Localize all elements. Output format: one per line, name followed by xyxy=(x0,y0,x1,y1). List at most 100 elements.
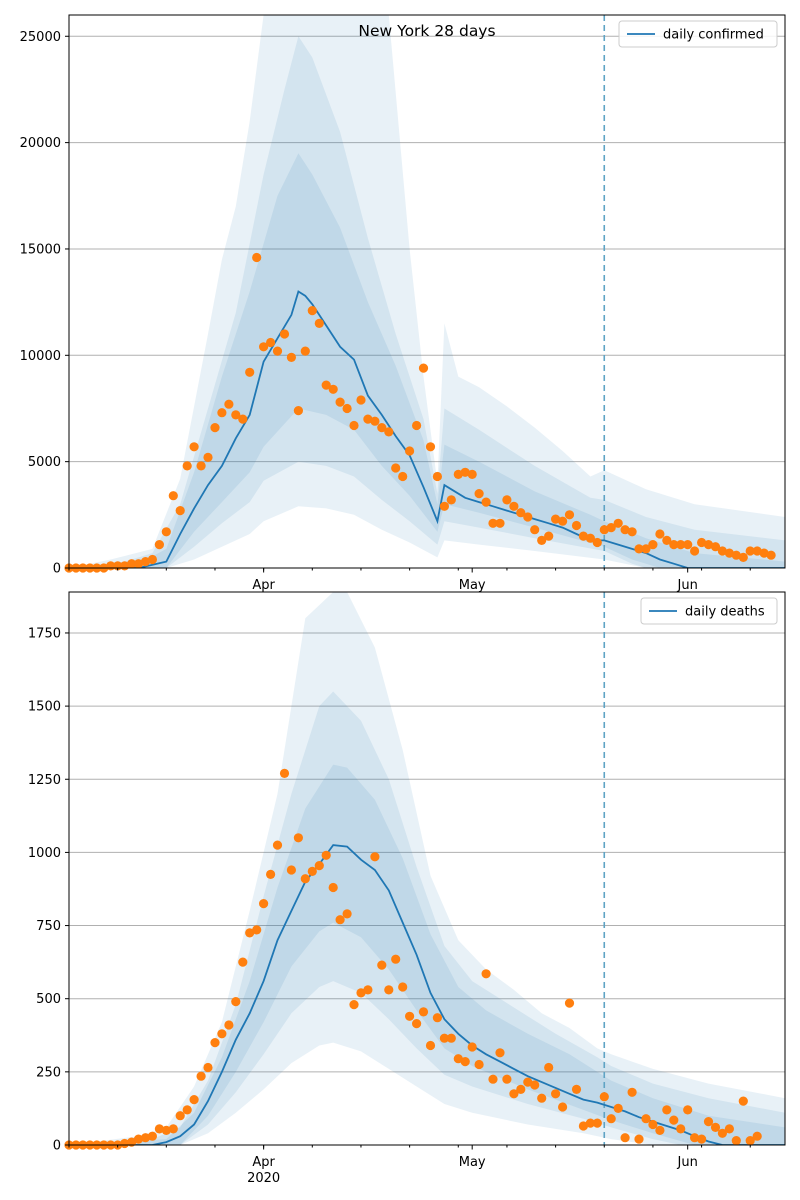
data-point xyxy=(564,998,575,1008)
data-point xyxy=(745,546,755,556)
data-point xyxy=(752,546,762,556)
data-point xyxy=(474,1059,484,1070)
data-point xyxy=(717,1128,728,1138)
y-tick-label: 5000 xyxy=(28,455,61,470)
data-point xyxy=(300,346,310,356)
data-point xyxy=(217,1029,227,1039)
data-point xyxy=(571,520,582,531)
data-point xyxy=(710,542,721,552)
data-point xyxy=(259,899,269,909)
data-point xyxy=(474,489,484,499)
legend: daily confirmed xyxy=(618,20,778,48)
x-tick-label: Apr xyxy=(252,1155,275,1170)
data-point xyxy=(578,531,589,541)
data-point xyxy=(752,1131,762,1141)
data-point xyxy=(571,1084,582,1094)
data-point xyxy=(272,840,283,850)
data-point xyxy=(578,1121,589,1131)
data-point xyxy=(481,497,491,507)
x-tick-year-label: 2020 xyxy=(247,1171,280,1186)
confidence-band-2 xyxy=(69,36,785,568)
data-point xyxy=(405,446,415,456)
data-point xyxy=(418,363,429,373)
data-point xyxy=(168,491,178,501)
data-point xyxy=(537,535,547,546)
data-point xyxy=(523,1077,533,1087)
data-point xyxy=(467,1042,477,1052)
data-point xyxy=(314,318,324,328)
data-point xyxy=(724,548,735,558)
data-point xyxy=(127,559,137,569)
data-point xyxy=(488,1074,498,1084)
data-point xyxy=(439,1033,449,1043)
data-point xyxy=(196,461,206,471)
data-point xyxy=(690,546,700,556)
legend-label: daily deaths xyxy=(685,605,765,620)
data-point xyxy=(676,1124,686,1134)
data-point xyxy=(328,882,338,893)
data-point xyxy=(738,552,748,563)
data-point xyxy=(391,463,401,473)
data-point xyxy=(245,928,255,938)
data-point xyxy=(509,501,519,511)
data-point xyxy=(690,1133,700,1143)
data-point xyxy=(544,1062,554,1073)
y-tick-label: 750 xyxy=(36,919,61,934)
data-point xyxy=(641,544,651,554)
data-point xyxy=(759,548,769,558)
data-point xyxy=(238,957,248,967)
data-point xyxy=(175,1111,185,1121)
data-point xyxy=(370,852,380,862)
data-point xyxy=(412,420,422,431)
data-point xyxy=(279,768,290,779)
plot-area xyxy=(69,592,785,1145)
data-point xyxy=(669,540,679,550)
data-point xyxy=(398,471,408,482)
data-point xyxy=(196,1071,206,1081)
data-point xyxy=(321,850,331,860)
data-point xyxy=(502,1074,512,1084)
data-point xyxy=(460,1057,470,1067)
data-point xyxy=(418,1007,429,1017)
confidence-band-3 xyxy=(69,153,785,568)
y-tick-label: 500 xyxy=(36,992,61,1007)
confidence-band-1 xyxy=(69,592,785,1145)
data-point xyxy=(613,518,623,528)
data-point xyxy=(530,1080,540,1090)
data-point xyxy=(231,410,241,420)
confidence-band-2 xyxy=(69,691,785,1145)
data-point xyxy=(558,1102,568,1112)
data-point xyxy=(648,540,658,550)
data-point xyxy=(703,540,714,550)
data-point xyxy=(683,1105,693,1115)
axes-frame xyxy=(68,591,786,1146)
data-point xyxy=(585,533,596,543)
data-point xyxy=(669,1115,679,1125)
data-point xyxy=(335,397,345,407)
data-point xyxy=(384,985,394,995)
data-point xyxy=(133,559,144,569)
data-point xyxy=(634,544,644,554)
x-tick-label: May xyxy=(459,1155,486,1170)
data-point xyxy=(363,985,373,995)
data-point xyxy=(238,414,248,424)
data-point xyxy=(342,403,352,414)
data-point xyxy=(314,861,324,871)
data-point xyxy=(286,865,296,875)
data-point xyxy=(551,514,561,524)
data-point xyxy=(606,1114,616,1124)
data-point xyxy=(592,537,602,548)
data-point xyxy=(210,423,220,433)
data-point xyxy=(377,423,387,433)
data-point xyxy=(293,833,303,843)
data-point xyxy=(766,550,776,560)
data-point xyxy=(217,408,227,418)
data-point xyxy=(710,1122,721,1132)
data-point xyxy=(293,406,303,416)
series-line xyxy=(69,844,785,1145)
data-point xyxy=(168,1124,178,1134)
legend-label: daily confirmed xyxy=(663,28,764,43)
data-point xyxy=(620,525,630,535)
x-tick-label: May xyxy=(459,578,486,593)
x-tick-label: Jun xyxy=(677,578,698,593)
